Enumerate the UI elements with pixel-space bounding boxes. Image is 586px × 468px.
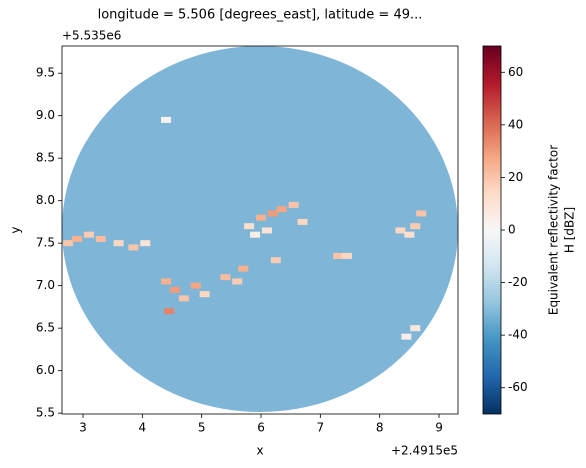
x-tick-label: 8 (376, 421, 384, 435)
echo-cell (250, 231, 261, 238)
x-tick-label: 7 (317, 421, 325, 435)
echo-cell (410, 325, 421, 332)
echo-cell (410, 223, 421, 230)
y-tick-label: 7.5 (36, 236, 55, 250)
x-tick-label: 5 (198, 421, 206, 435)
echo-cell (256, 214, 267, 221)
echo-layer (63, 116, 427, 340)
echo-cell (404, 231, 415, 238)
echo-cell (261, 227, 272, 234)
echo-cell (267, 210, 278, 217)
x-tick-label: 9 (435, 421, 443, 435)
plot-area (62, 46, 458, 412)
y-tick-label: 9.0 (36, 108, 55, 122)
x-axis-label: x (256, 444, 263, 458)
x-tick-label: 3 (79, 421, 87, 435)
echo-cell (342, 252, 353, 259)
echo-cell (244, 223, 255, 230)
y-tick-label: 6.0 (36, 363, 55, 377)
colorbar-label: H [dBZ] (563, 207, 577, 253)
echo-cell (232, 278, 243, 285)
echo-cell (190, 282, 201, 289)
radar-coverage (62, 46, 458, 412)
echo-cell (220, 274, 231, 281)
y-tick-label: 8.5 (36, 151, 55, 165)
colorbar-tick-label: -40 (508, 328, 528, 342)
echo-cell (83, 231, 94, 238)
echo-cell (140, 240, 151, 247)
echo-cell (297, 218, 308, 225)
colorbar-tick-label: -60 (508, 380, 528, 394)
y-tick-label: 6.5 (36, 321, 55, 335)
colorbar-tick-label: 20 (508, 170, 523, 184)
y-offset: +5.535e6 (62, 29, 121, 43)
echo-cell (199, 291, 210, 298)
y-tick-label: 7.0 (36, 278, 55, 292)
axes-frame (61, 45, 459, 415)
echo-cell (401, 333, 412, 340)
x-tick-label: 4 (139, 421, 147, 435)
x-offset: +2.4915e5 (391, 444, 458, 458)
echo-cell (270, 257, 281, 264)
chart-title: longitude = 5.506 [degrees_east], latitu… (98, 8, 423, 23)
echo-cell (63, 240, 74, 247)
y-axis-label: y (9, 226, 23, 233)
y-tick-label: 5.5 (36, 406, 55, 420)
colorbar-tick-label: 60 (508, 65, 523, 79)
echo-cell (164, 308, 175, 315)
y-tick-label: 9.5 (36, 66, 55, 80)
echo-cell (416, 210, 427, 217)
echo-cell (95, 235, 106, 242)
echo-cell (395, 227, 406, 234)
echo-cell (276, 206, 287, 213)
echo-cell (333, 252, 344, 259)
echo-cell (169, 286, 180, 293)
x-tick-label: 6 (257, 421, 265, 435)
echo-cell (178, 295, 189, 302)
echo-cell (128, 244, 139, 251)
echo-cell (288, 201, 299, 208)
colorbar (482, 45, 502, 415)
colorbar-label: Equivalent reflectivity factor (547, 145, 561, 315)
echo-cell (161, 116, 172, 123)
colorbar-tick-label: -20 (508, 275, 528, 289)
echo-cell (113, 240, 124, 247)
echo-cell (238, 265, 249, 272)
echo-cell (72, 235, 83, 242)
colorbar-tick-label: 0 (508, 223, 516, 237)
colorbar-tick-label: 40 (508, 117, 523, 131)
y-tick-label: 8.0 (36, 193, 55, 207)
echo-cell (161, 278, 172, 285)
